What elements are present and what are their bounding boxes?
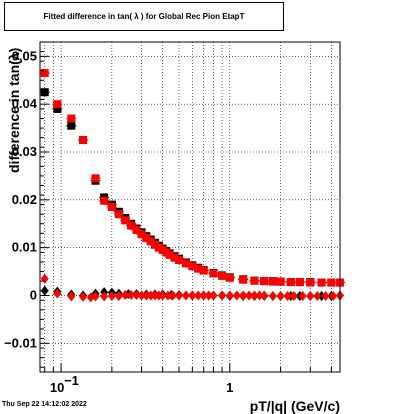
chart-title: Fitted difference in tan( λ ) for Global… <box>4 2 284 31</box>
data-point-red-square <box>276 277 285 286</box>
x-tick-exponent: −1 <box>64 373 79 388</box>
data-point-red-diamond <box>67 291 76 302</box>
data-point-red-diamond <box>158 290 167 301</box>
data-point-red-diamond <box>245 290 254 301</box>
plot-frame <box>39 41 341 373</box>
data-point-red-square <box>268 277 277 286</box>
data-point-red-diamond <box>250 290 259 301</box>
data-point-red-diamond <box>114 290 123 301</box>
data-point-red-diamond <box>146 290 155 301</box>
data-point-red-square <box>225 273 234 282</box>
data-point-red-diamond <box>289 290 298 301</box>
data-point-black-square <box>40 88 49 97</box>
data-point-red-diamond <box>255 290 264 301</box>
data-point-red-square <box>306 278 315 287</box>
data-point-red-square <box>53 100 62 109</box>
axis-ticks <box>40 51 332 372</box>
data-point-red-diamond <box>40 273 49 284</box>
data-point-red-diamond <box>132 290 141 300</box>
data-point-red-diamond <box>218 290 227 301</box>
data-point-red-square <box>114 210 123 219</box>
data-point-red-square <box>199 266 208 275</box>
data-point-red-diamond <box>163 290 172 301</box>
tick-labels: −0.01 0 0.01 0.02 0.03 0.04 0.05 10 −1 1 <box>4 48 233 395</box>
data-point-red-diamond <box>232 290 241 301</box>
y-tick-label: 0.05 <box>12 48 37 63</box>
data-point-red-diamond <box>209 290 218 301</box>
y-tick-label: 0.02 <box>12 192 37 207</box>
data-point-red-diamond <box>204 290 213 301</box>
data-point-red-diamond <box>142 290 151 301</box>
data-point-red-square <box>40 69 49 78</box>
data-point-black-square <box>67 121 76 130</box>
data-point-red-diamond <box>306 290 315 301</box>
data-point-red-square <box>137 230 146 239</box>
data-point-red-diamond <box>199 290 208 301</box>
data-point-red-diamond <box>175 290 184 301</box>
data-point-red-diamond <box>276 290 285 301</box>
data-point-red-square <box>127 221 136 230</box>
data-point-red-square <box>260 277 269 286</box>
data-point-red-diamond <box>188 290 197 301</box>
data-point-red-square <box>194 264 203 273</box>
grid <box>40 42 340 372</box>
data-point-red-square <box>165 250 174 259</box>
data-point-red-diamond <box>283 290 292 301</box>
data-point-red-diamond <box>53 288 62 299</box>
data-point-red-diamond <box>121 290 130 300</box>
data-point-red-square <box>121 216 130 225</box>
y-tick-label: 0 <box>30 287 37 302</box>
data-point-red-diamond <box>194 290 203 301</box>
data-point-black-diamond <box>40 285 49 296</box>
y-axis-title: difference in tan(λ) <box>6 48 22 173</box>
data-point-red-square <box>142 234 151 243</box>
data-point-red-square <box>67 114 76 123</box>
data-point-red-diamond <box>91 291 100 302</box>
data-point-red-diamond <box>313 290 322 301</box>
data-point-red-diamond <box>225 290 234 301</box>
data-point-red-square <box>239 275 248 284</box>
data-point-red-square <box>188 262 197 271</box>
data-point-red-square <box>181 259 190 268</box>
data-point-red-square <box>170 253 179 262</box>
data-point-red-diamond <box>100 291 109 302</box>
data-point-red-diamond <box>260 290 269 301</box>
data-point-red-square <box>132 225 141 234</box>
data-point-red-square <box>100 196 109 205</box>
data-point-red-diamond <box>239 290 248 301</box>
data-point-red-diamond <box>268 290 277 301</box>
data-point-red-diamond <box>298 290 307 301</box>
y-tick-label: 0.04 <box>12 96 38 111</box>
data-point-red-square <box>295 278 304 287</box>
data-point-black-square <box>53 104 62 113</box>
data-point-red-square <box>146 237 155 246</box>
x-tick-label: 1 <box>226 380 233 395</box>
data-point-red-square <box>209 269 218 278</box>
x-tick-label: 10 <box>50 380 64 395</box>
data-point-red-diamond <box>321 290 330 301</box>
data-point-red-square <box>175 256 184 265</box>
data-point-red-square <box>79 136 88 145</box>
data-point-red-square <box>218 271 227 280</box>
y-tick-label: 0.01 <box>12 240 37 255</box>
data-point-red-square <box>317 278 326 287</box>
data-point-black-diamond <box>317 290 326 301</box>
data-point-red-diamond <box>329 290 338 301</box>
data-point-red-square <box>107 203 116 211</box>
data-point-red-square <box>286 278 295 287</box>
data-point-red-diamond <box>137 290 146 301</box>
data-point-red-square <box>91 174 100 183</box>
x-axis-title: pT/|q| (GeV/c) <box>250 398 340 414</box>
data-point-red-diamond <box>168 290 177 301</box>
data-point-red-diamond <box>181 290 190 301</box>
data-point-red-square <box>327 278 336 287</box>
y-tick-label: −0.01 <box>4 335 37 350</box>
footer-timestamp: Thu Sep 22 14:12:02 2022 <box>2 401 87 408</box>
data-point-red-diamond <box>127 290 136 300</box>
y-tick-label: 0.03 <box>12 144 37 159</box>
data-point-red-diamond <box>107 290 116 301</box>
data-point-red-square <box>250 276 259 285</box>
data-point-red-diamond <box>79 291 88 302</box>
